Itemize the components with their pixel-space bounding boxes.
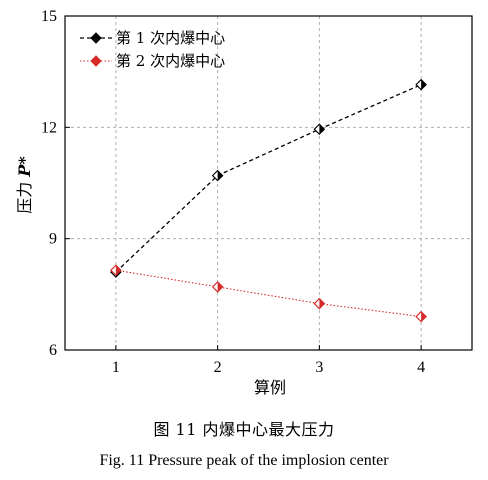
legend-label-series-2: 第 2 次内爆中心	[116, 52, 225, 70]
series-2-point	[211, 281, 224, 293]
y-tick-label: 6	[49, 342, 57, 359]
series-2-point	[110, 264, 122, 276]
series-2-line	[115, 269, 422, 318]
series-2-point	[415, 310, 427, 323]
series-1-line	[115, 84, 422, 273]
series-1-point	[415, 78, 427, 91]
x-tick-label: 4	[417, 359, 425, 376]
grid-lines	[65, 16, 472, 350]
y-axis-label: 压力 P*	[15, 156, 34, 214]
series-1-point	[211, 169, 224, 182]
legend-marker-series-2	[90, 55, 102, 67]
x-tick-label: 2	[214, 359, 222, 376]
figure-caption-en: Fig. 11 Pressure peak of the implosion c…	[99, 452, 389, 469]
series-markers	[110, 78, 427, 323]
x-axis-label: 算例	[254, 378, 286, 397]
x-tick-label: 1	[112, 359, 120, 376]
y-tick-label: 9	[49, 231, 57, 248]
y-axis-label-text: 压力	[15, 177, 34, 214]
legend: 第 1 次内爆中心 第 2 次内爆中心	[80, 29, 225, 70]
figure-caption-cn: 图 11 内爆中心最大压力	[153, 420, 335, 439]
legend-marker-series-1	[90, 32, 102, 44]
y-tick-label: 12	[41, 119, 57, 136]
x-tick-label: 3	[315, 359, 323, 376]
series-2-point	[313, 297, 326, 310]
y-tick-label: 15	[41, 8, 57, 25]
plot-frame	[64, 15, 473, 351]
series-lines	[115, 84, 422, 318]
legend-label-series-1: 第 1 次内爆中心	[116, 29, 225, 47]
series-1-point	[313, 123, 326, 135]
y-axis-label-symbol: P*	[15, 156, 34, 178]
